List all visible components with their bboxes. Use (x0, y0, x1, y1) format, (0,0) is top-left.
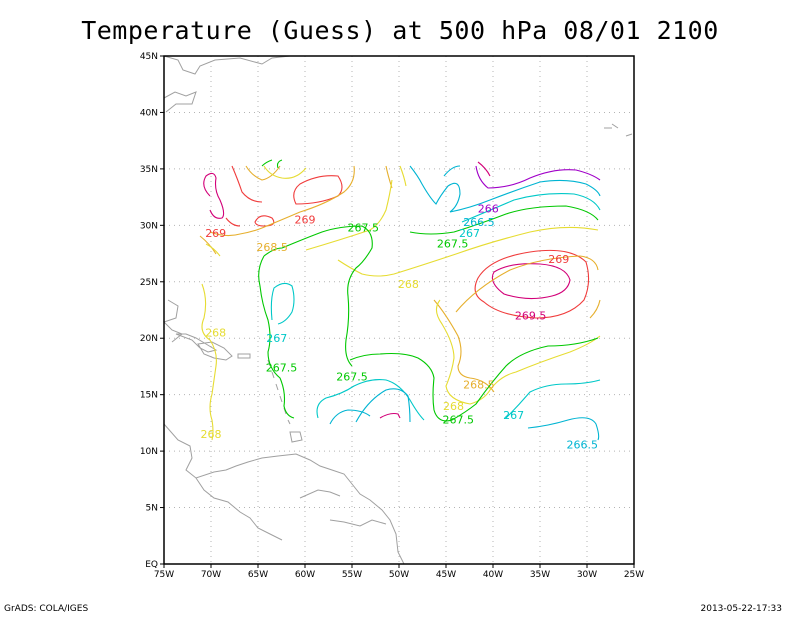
contour-label: 266 (478, 202, 499, 215)
contour-label: 269 (205, 227, 226, 240)
lat-label: 40N (140, 108, 158, 118)
contour-label: 266.5 (567, 438, 599, 451)
lon-label: 35W (530, 570, 550, 580)
coastline-greater-antilles (175, 333, 251, 361)
coastlines (163, 55, 633, 565)
lat-label: 25N (140, 278, 158, 288)
lon-label: 70W (201, 570, 221, 580)
lat-label: 5N (146, 504, 158, 514)
contour-label: 267.5 (266, 362, 298, 375)
contour-267 (270, 193, 601, 421)
contour-lines (199, 159, 601, 441)
map-frame (163, 55, 635, 565)
lon-label: 50W (389, 570, 409, 580)
latitude-labels: EQ 5N 10N 15N 20N 25N 30N 35N 40N 45N (140, 52, 158, 570)
contour-label: 266.5 (463, 216, 495, 229)
footer-timestamp: 2013-05-22-17:33 (700, 604, 783, 614)
lat-label: 15N (140, 391, 158, 401)
contour-label: 269.5 (515, 310, 547, 323)
contour-label: 267 (266, 332, 287, 345)
coastline-north-america (163, 55, 291, 343)
longitude-labels: 75W 70W 65W 60W 55W 50W 45W 40W 35W 30W 25W (154, 570, 644, 580)
contour-label: 267.5 (348, 222, 380, 235)
contour-267.5 (258, 159, 599, 422)
lon-label: 30W (577, 570, 597, 580)
footer-credit: GrADS: COLA/IGES (4, 604, 89, 614)
contour-label: 267.5 (437, 237, 469, 250)
contour-266 (475, 165, 601, 189)
contour-268 (201, 165, 601, 441)
contour-label: 269 (548, 253, 569, 266)
coastline-venezuela-interior (195, 477, 387, 541)
lon-label: 75W (154, 570, 174, 580)
axis-ticks (160, 55, 635, 568)
contour-label: 268 (205, 327, 226, 340)
gridlines (164, 56, 634, 564)
coastline-lesser-antilles (267, 359, 291, 425)
lat-label: 20N (140, 334, 158, 344)
coastline-south-america (163, 423, 405, 565)
contour-label: 267 (459, 227, 480, 240)
lat-label: 45N (140, 52, 158, 62)
contour-269.5 (203, 161, 571, 419)
contour-label: 268 (201, 428, 222, 441)
lon-label: 25W (624, 570, 644, 580)
lat-label: 35N (140, 165, 158, 175)
map-title: Temperature (Guess) at 500 hPa 08/01 210… (81, 16, 719, 45)
contour-268.5 (199, 165, 601, 393)
lat-label: 30N (140, 221, 158, 231)
lat-label: EQ (145, 560, 158, 570)
contour-labels: 269269268.5267.5266266.5267267.526926826… (201, 202, 599, 451)
coastline-trinidad (289, 431, 303, 443)
contour-label: 268.5 (256, 241, 288, 254)
contour-label: 269 (295, 214, 316, 227)
lon-label: 55W (342, 570, 362, 580)
lat-label: 10N (140, 447, 158, 457)
contour-label: 268 (443, 400, 464, 413)
coastline-azores (604, 123, 633, 137)
lon-label: 65W (248, 570, 268, 580)
lon-label: 45W (436, 570, 456, 580)
contour-label: 268.5 (463, 379, 495, 392)
lon-label: 40W (483, 570, 503, 580)
contour-266.5 (329, 165, 601, 441)
lon-label: 60W (295, 570, 315, 580)
contour-label: 267.5 (442, 414, 474, 427)
contour-label: 267.5 (336, 371, 368, 384)
contour-label: 268 (398, 278, 419, 291)
contour-label: 267 (503, 409, 524, 422)
